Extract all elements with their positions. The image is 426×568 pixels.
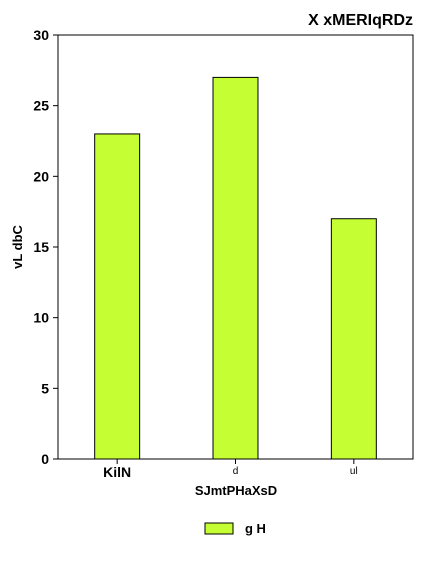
legend: g H bbox=[204, 521, 266, 536]
x-tick-label: KilN bbox=[103, 464, 131, 480]
y-tick-label: 5 bbox=[41, 380, 49, 396]
bars-group bbox=[94, 76, 377, 460]
bar-d bbox=[212, 76, 259, 460]
y-axis: 0 5 10 15 20 25 30 bbox=[33, 27, 58, 467]
y-tick-label: 0 bbox=[41, 451, 49, 467]
legend-label: g H bbox=[245, 521, 266, 536]
x-axis-label: SJmtPHaXsD bbox=[195, 483, 277, 498]
chart-title: X xMERIqRDz bbox=[308, 12, 413, 29]
y-tick-label: 30 bbox=[33, 27, 49, 43]
y-tick-label: 10 bbox=[33, 310, 49, 326]
x-axis: KilN d ul bbox=[103, 459, 358, 480]
y-tick-label: 25 bbox=[33, 98, 49, 114]
plot-area: 0 5 10 15 20 25 30 KilN d ul bbox=[33, 27, 414, 480]
bar-ul bbox=[330, 218, 377, 460]
y-tick-label: 15 bbox=[33, 239, 49, 255]
bar-kiln bbox=[94, 133, 141, 460]
x-tick-label: ul bbox=[350, 466, 358, 477]
legend-swatch bbox=[204, 522, 234, 535]
y-axis-label: vL dbC bbox=[10, 224, 25, 268]
x-tick-label: d bbox=[233, 466, 239, 477]
y-tick-label: 20 bbox=[33, 168, 49, 184]
